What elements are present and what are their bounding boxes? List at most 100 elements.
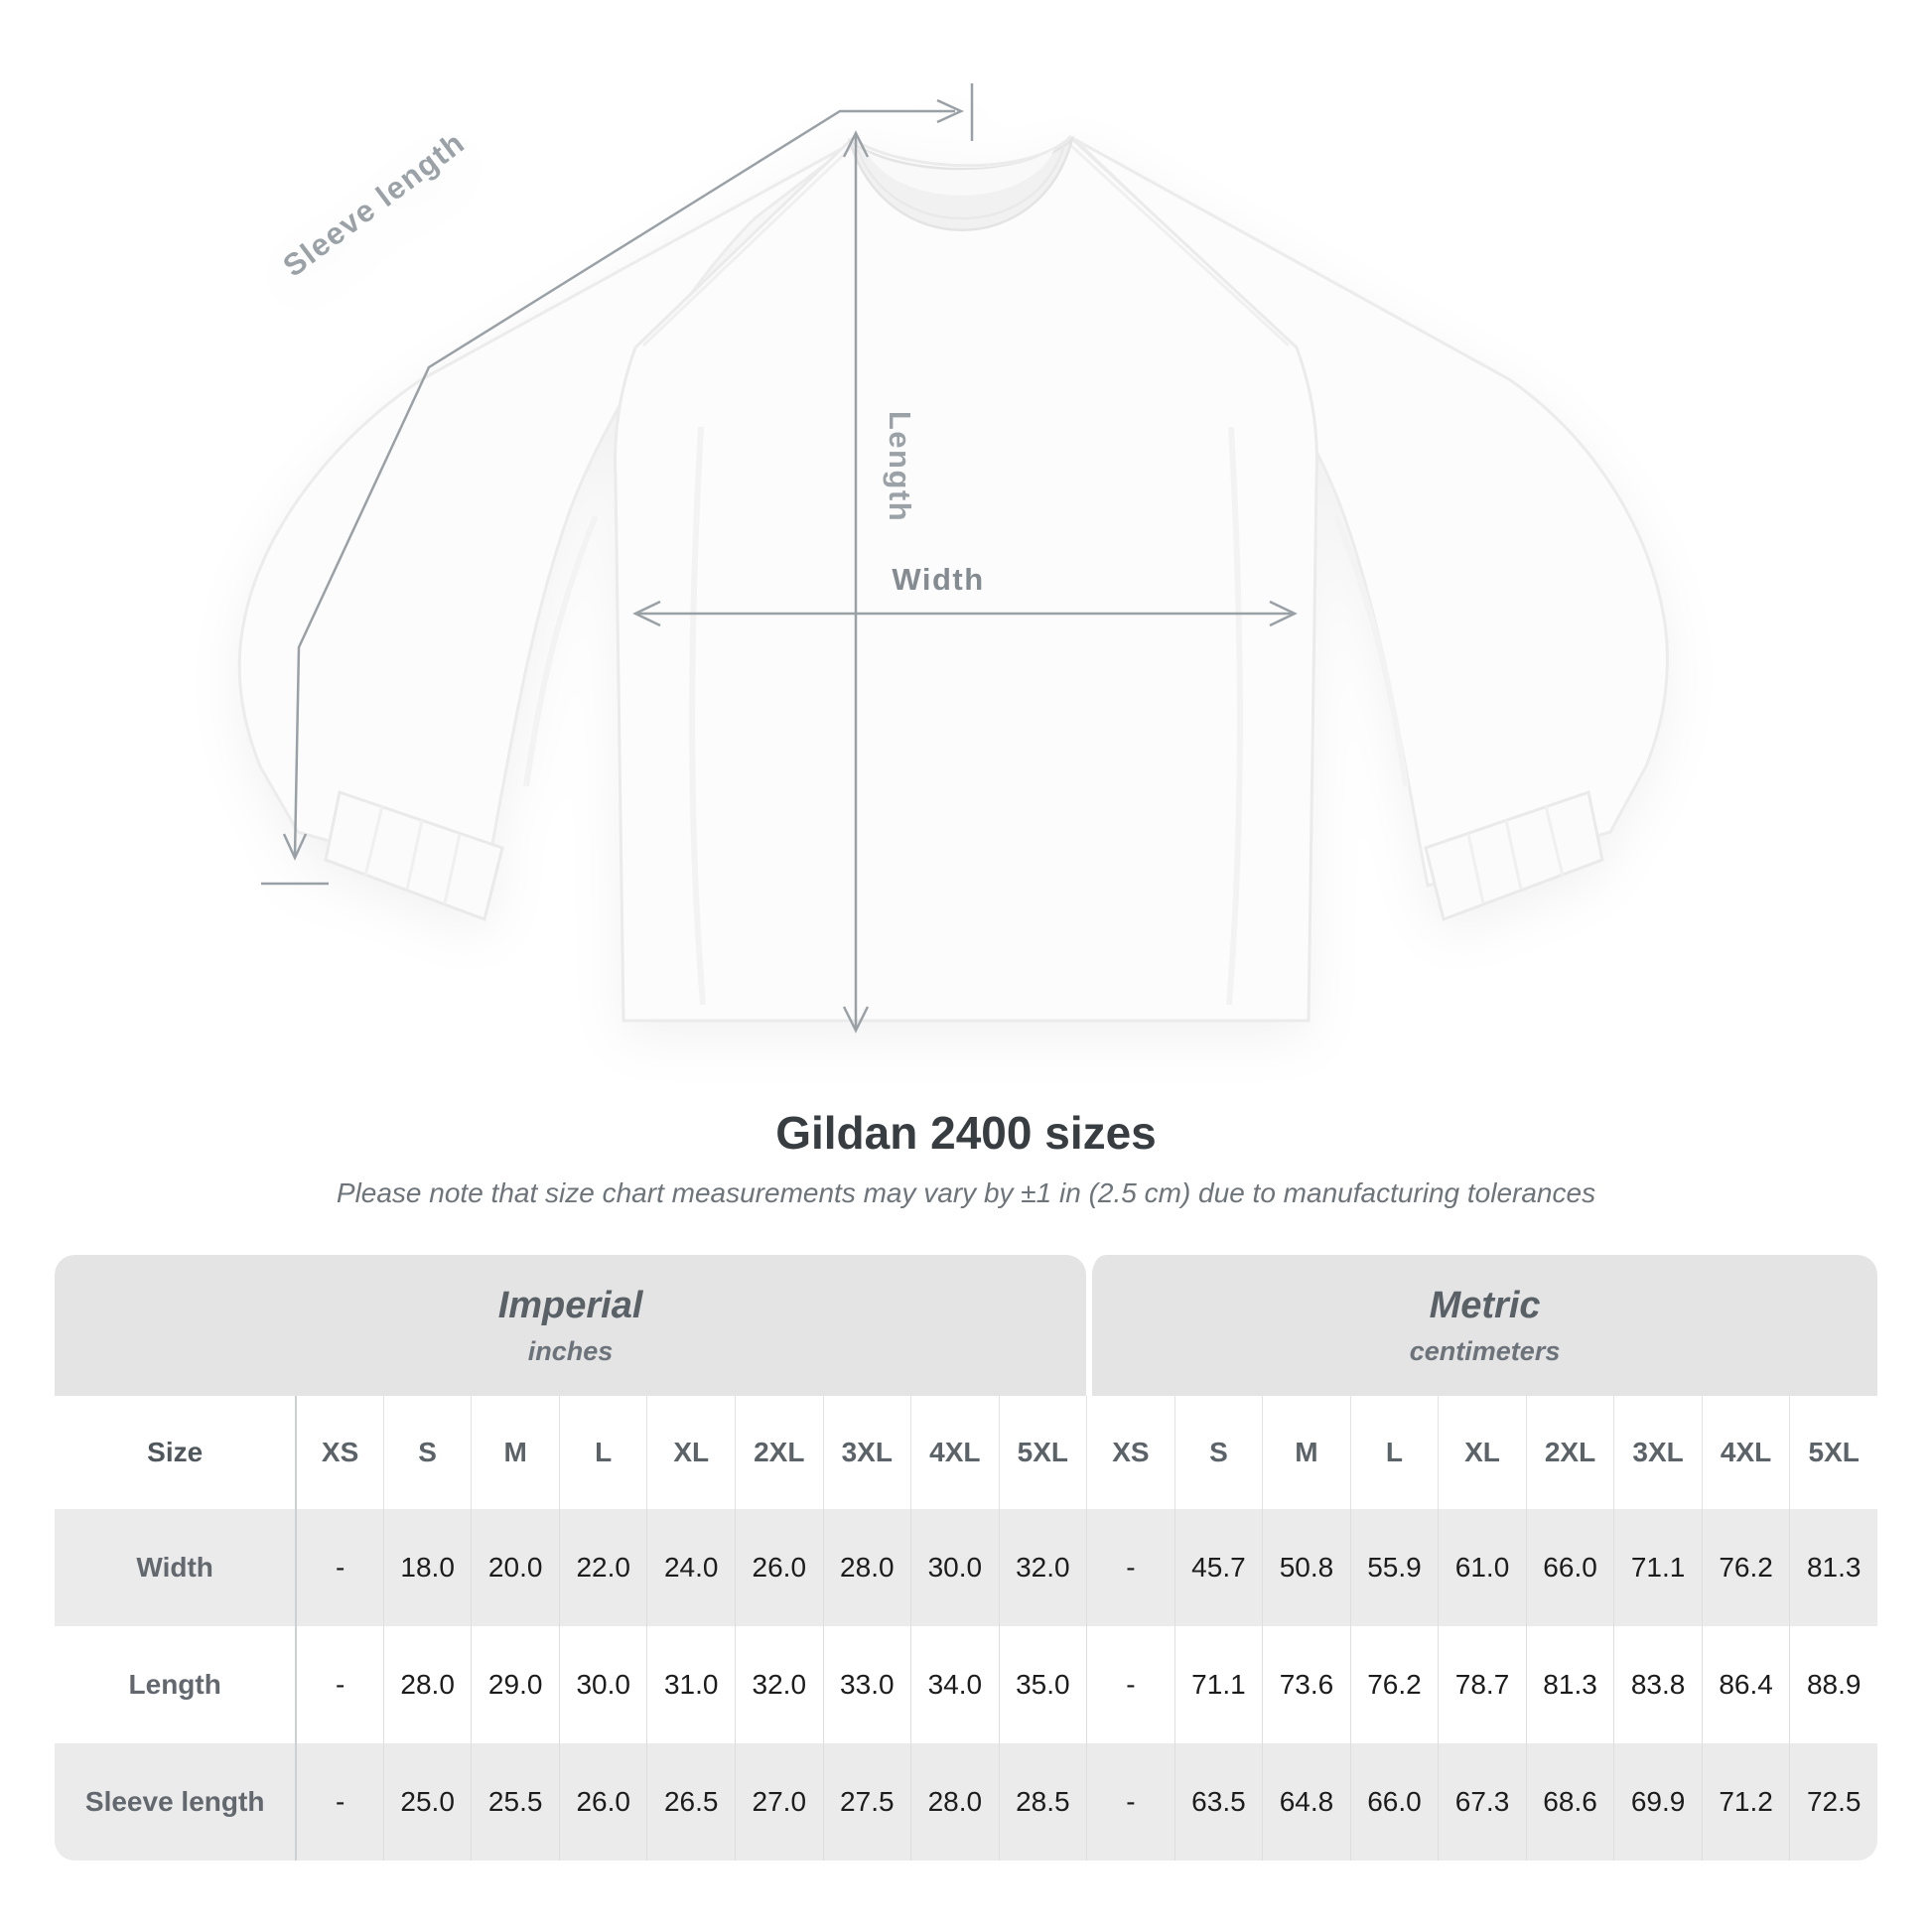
row-label: Length	[55, 1626, 296, 1743]
width-arrowhead-left	[632, 600, 661, 627]
table-row: Sleeve length -25.0 25.5 26.0 26.5 27.0 27.5 28…	[55, 1743, 1877, 1861]
measurement-cell: 83.8	[1613, 1626, 1702, 1743]
measurement-cell: 71.1	[1173, 1626, 1263, 1743]
measurement-cell: 31.0	[646, 1626, 735, 1743]
measurement-cell: -	[1086, 1509, 1174, 1626]
shirt-shoulder-seams	[641, 141, 1291, 347]
size-column-header-imperial-s: S	[382, 1396, 472, 1509]
shirt-collar-back	[866, 149, 1054, 196]
measurement-cell: -	[295, 1743, 383, 1861]
measurement-cell: 81.3	[1789, 1509, 1877, 1626]
size-column-header-imperial-l: L	[558, 1396, 647, 1509]
measurement-cell: 26.5	[646, 1743, 735, 1861]
measurement-cell: 28.5	[998, 1743, 1087, 1861]
measurement-cell: 25.0	[382, 1743, 472, 1861]
size-table: Imperial inches Metric centimeters Size …	[55, 1255, 1877, 1861]
page-subtitle: Please note that size chart measurements…	[336, 1177, 1596, 1208]
shirt-left-cuff-ribbing	[363, 805, 462, 904]
measurement-cell: 55.9	[1349, 1509, 1439, 1626]
measurement-cell: 30.0	[910, 1509, 999, 1626]
measurement-cell: 68.6	[1525, 1743, 1614, 1861]
measurement-cell: -	[295, 1509, 383, 1626]
measurement-cell: 73.6	[1262, 1626, 1350, 1743]
row-label: Width	[55, 1509, 296, 1626]
measurement-cell: -	[295, 1626, 383, 1743]
measurement-cell: 71.2	[1701, 1743, 1790, 1861]
size-column-header-imperial-5xl: 5XL	[998, 1396, 1087, 1509]
sleeve-length-arrowhead-down	[282, 833, 308, 862]
size-column-header-metric-l: L	[1349, 1396, 1439, 1509]
size-column-header-imperial-xl: XL	[646, 1396, 735, 1509]
row-label: Sleeve length	[55, 1743, 296, 1861]
measurement-cell: 18.0	[382, 1509, 472, 1626]
imperial-group-header: Imperial inches	[55, 1255, 1087, 1396]
width-arrowhead-right	[1269, 600, 1298, 627]
measurement-cell: 20.0	[471, 1509, 559, 1626]
size-table-container: Imperial inches Metric centimeters Size …	[55, 1255, 1877, 1861]
measurement-cell: 61.0	[1438, 1509, 1526, 1626]
measurement-cell: 69.9	[1613, 1743, 1702, 1861]
size-column-header-metric-m: M	[1262, 1396, 1350, 1509]
measurement-cell: 45.7	[1173, 1509, 1263, 1626]
size-column-header-imperial-m: M	[471, 1396, 559, 1509]
measurement-cell: 88.9	[1789, 1626, 1877, 1743]
sleeve-length-line	[293, 109, 955, 857]
measurement-cell: 33.0	[822, 1626, 911, 1743]
measurement-cell: -	[1086, 1626, 1174, 1743]
shirt-fold-lines	[523, 426, 1409, 1006]
measurement-cell: 76.2	[1349, 1626, 1439, 1743]
length-label: Length	[883, 411, 917, 522]
imperial-group-sublabel: inches	[527, 1335, 614, 1366]
measurement-cell: 25.5	[471, 1743, 559, 1861]
table-row: Width -18.0 20.0 22.0 24.0 26.0 28.0 30.0 32.0-4…	[55, 1509, 1877, 1626]
size-header-row: Size XS S M L XL 2XL 3XL 4XL 5XL XS S M L XL 2XL 3XL 4XL…	[55, 1396, 1877, 1509]
measurement-cell: 66.0	[1525, 1509, 1614, 1626]
length-arrowhead-up	[842, 130, 870, 158]
measurement-cell: 27.5	[822, 1743, 911, 1861]
shirt-collar-rib-seam	[856, 144, 1066, 220]
measurement-cell: 34.0	[910, 1626, 999, 1743]
sleeve-length-label: Sleeve length	[277, 125, 472, 284]
size-column-header: Size	[55, 1396, 296, 1509]
measurement-cell: 50.8	[1262, 1509, 1350, 1626]
page-title: Gildan 2400 sizes	[775, 1107, 1157, 1159]
shirt-body	[614, 134, 1318, 1023]
unit-group-header-row: Imperial inches Metric centimeters	[55, 1255, 1877, 1396]
measurement-cell: 32.0	[735, 1626, 823, 1743]
measurement-cell: 22.0	[558, 1509, 647, 1626]
size-column-header-metric-s: S	[1173, 1396, 1263, 1509]
measurement-cell: 86.4	[1701, 1626, 1790, 1743]
measurement-cell: 67.3	[1438, 1743, 1526, 1861]
size-column-header-imperial-3xl: 3XL	[822, 1396, 911, 1509]
measurement-cell: 66.0	[1349, 1743, 1439, 1861]
size-column-header-metric-5xl: 5XL	[1789, 1396, 1877, 1509]
length-arrowhead-down	[842, 1006, 870, 1034]
width-label: Width	[892, 562, 984, 597]
measurement-cell: 71.1	[1613, 1509, 1702, 1626]
measurement-cell: 27.0	[735, 1743, 823, 1861]
measurement-cell: 24.0	[646, 1509, 735, 1626]
metric-group-sublabel: centimeters	[1409, 1335, 1561, 1366]
width-measure	[632, 600, 1298, 627]
measurement-cell: 35.0	[998, 1626, 1087, 1743]
size-column-header-metric-xl: XL	[1438, 1396, 1526, 1509]
measurement-cell: 30.0	[558, 1626, 647, 1743]
sleeve-length-measure	[261, 83, 974, 886]
imperial-group-label: Imperial	[497, 1284, 643, 1326]
measurement-cell: 29.0	[471, 1626, 559, 1743]
size-column-header-imperial-4xl: 4XL	[910, 1396, 999, 1509]
size-column-header-metric-xs: XS	[1086, 1396, 1174, 1509]
size-column-header-metric-4xl: 4XL	[1701, 1396, 1790, 1509]
size-column-header-imperial-2xl: 2XL	[735, 1396, 823, 1509]
shirt-right-cuff-ribbing	[1466, 805, 1565, 904]
length-measure	[842, 130, 870, 1034]
size-table-body: Width -18.0 20.0 22.0 24.0 26.0 28.0 30.0 32.0-4…	[55, 1509, 1877, 1861]
measurement-cell: -	[1086, 1743, 1174, 1861]
measurement-cell: 26.0	[558, 1743, 647, 1861]
measurement-cell: 81.3	[1525, 1626, 1614, 1743]
metric-group-header: Metric centimeters	[1086, 1255, 1877, 1396]
measurement-cell: 78.7	[1438, 1626, 1526, 1743]
measurement-cell: 26.0	[735, 1509, 823, 1626]
measurement-cell: 28.0	[382, 1626, 472, 1743]
